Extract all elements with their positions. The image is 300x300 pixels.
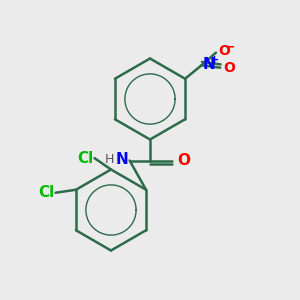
Text: O: O [218,44,230,58]
Text: +: + [210,55,219,65]
Text: O: O [177,153,190,168]
Text: H: H [105,153,114,166]
Text: −: − [225,40,236,53]
Text: O: O [223,61,235,75]
Text: N: N [115,152,128,167]
Text: N: N [203,57,216,72]
Text: Cl: Cl [77,151,93,166]
Text: Cl: Cl [38,185,54,200]
